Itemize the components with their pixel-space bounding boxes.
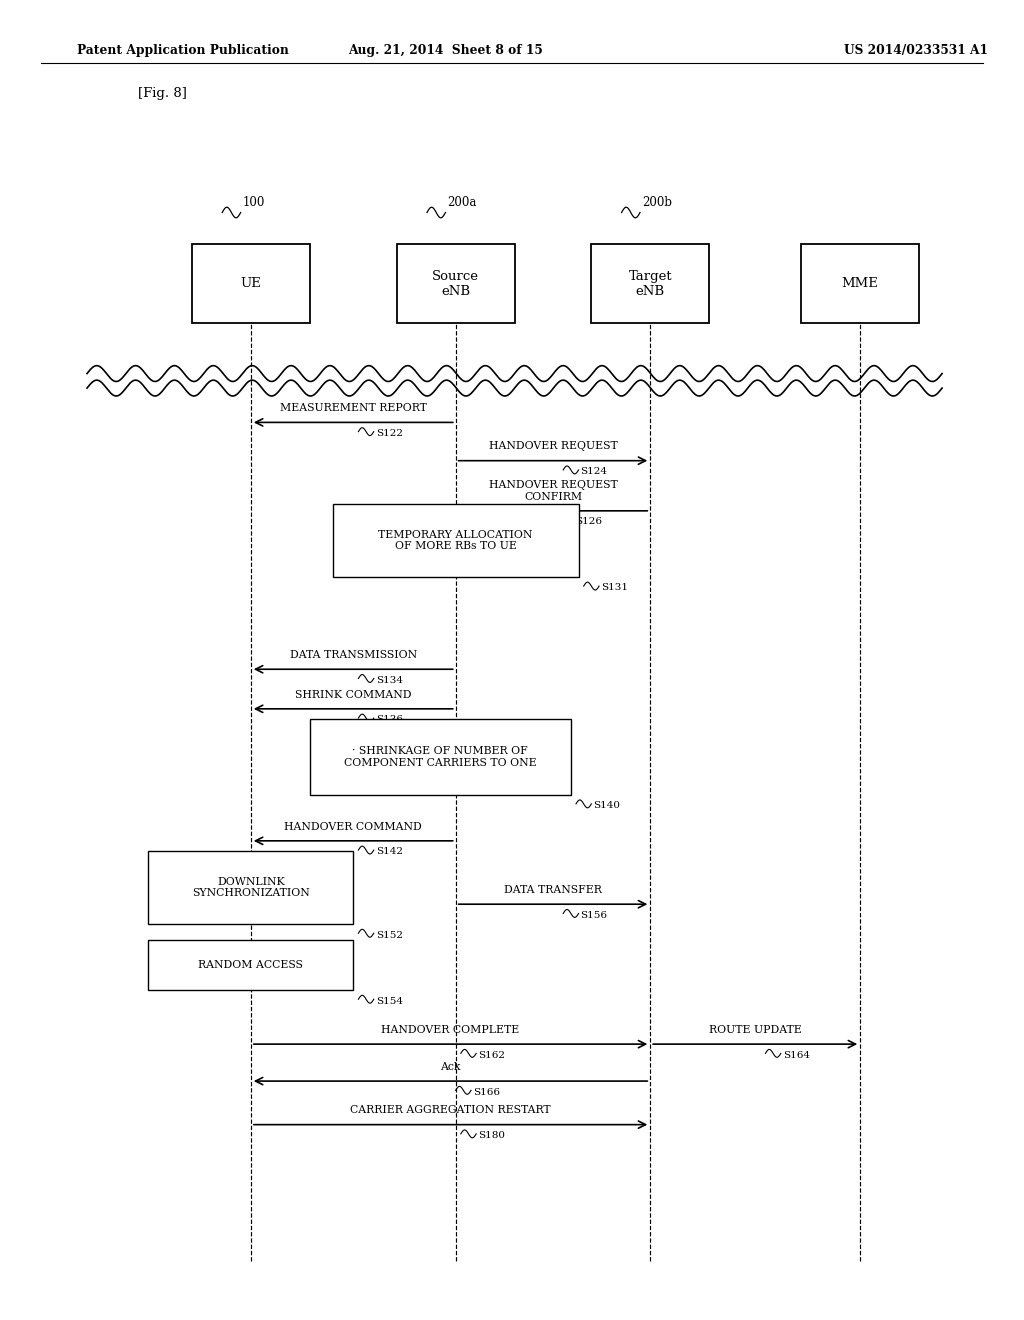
Text: S136: S136 [376,715,402,725]
Text: 200b: 200b [642,195,672,209]
Text: DATA TRANSFER: DATA TRANSFER [504,884,602,895]
Text: ROUTE UPDATE: ROUTE UPDATE [709,1024,802,1035]
Text: HANDOVER COMMAND: HANDOVER COMMAND [285,821,422,832]
FancyBboxPatch shape [333,504,579,577]
Text: CARRIER AGGREGATION RESTART: CARRIER AGGREGATION RESTART [350,1105,551,1115]
Text: RANDOM ACCESS: RANDOM ACCESS [199,960,303,970]
Text: DATA TRANSMISSION: DATA TRANSMISSION [290,649,417,660]
Text: S166: S166 [473,1088,500,1097]
Text: · SHRINKAGE OF NUMBER OF
COMPONENT CARRIERS TO ONE: · SHRINKAGE OF NUMBER OF COMPONENT CARRI… [344,746,537,768]
Text: MEASUREMENT REPORT: MEASUREMENT REPORT [280,403,427,413]
Text: S152: S152 [376,931,402,940]
Text: SHRINK COMMAND: SHRINK COMMAND [295,689,412,700]
FancyBboxPatch shape [397,244,515,323]
Text: MME: MME [842,277,879,290]
Text: S131: S131 [601,583,628,593]
Text: S122: S122 [376,429,402,438]
Text: S140: S140 [594,801,621,810]
Text: Aug. 21, 2014  Sheet 8 of 15: Aug. 21, 2014 Sheet 8 of 15 [348,44,543,57]
Text: HANDOVER REQUEST: HANDOVER REQUEST [488,441,617,451]
FancyBboxPatch shape [801,244,920,323]
Text: Ack: Ack [440,1061,461,1072]
Text: 200a: 200a [447,195,477,209]
Text: TEMPORARY ALLOCATION
OF MORE RBs TO UE: TEMPORARY ALLOCATION OF MORE RBs TO UE [379,529,532,552]
Text: S142: S142 [376,847,402,857]
Text: S162: S162 [478,1051,505,1060]
FancyBboxPatch shape [592,244,709,323]
Text: S134: S134 [376,676,402,685]
FancyBboxPatch shape [193,244,309,323]
FancyBboxPatch shape [309,719,571,795]
FancyBboxPatch shape [148,940,353,990]
Text: 100: 100 [243,195,265,209]
Text: S154: S154 [376,997,402,1006]
Text: US 2014/0233531 A1: US 2014/0233531 A1 [845,44,988,57]
Text: DOWNLINK
SYNCHRONIZATION: DOWNLINK SYNCHRONIZATION [193,876,309,899]
Text: S124: S124 [581,467,607,477]
Text: UE: UE [241,277,261,290]
Text: S164: S164 [783,1051,810,1060]
Text: Target
eNB: Target eNB [629,269,672,298]
Text: HANDOVER REQUEST
CONFIRM: HANDOVER REQUEST CONFIRM [488,480,617,502]
Text: S180: S180 [478,1131,505,1140]
Text: [Fig. 8]: [Fig. 8] [138,87,187,100]
FancyBboxPatch shape [148,851,353,924]
Text: S156: S156 [581,911,607,920]
Text: HANDOVER COMPLETE: HANDOVER COMPLETE [381,1024,520,1035]
Text: Source
eNB: Source eNB [432,269,479,298]
Text: S126: S126 [575,517,602,527]
Text: Patent Application Publication: Patent Application Publication [77,44,289,57]
